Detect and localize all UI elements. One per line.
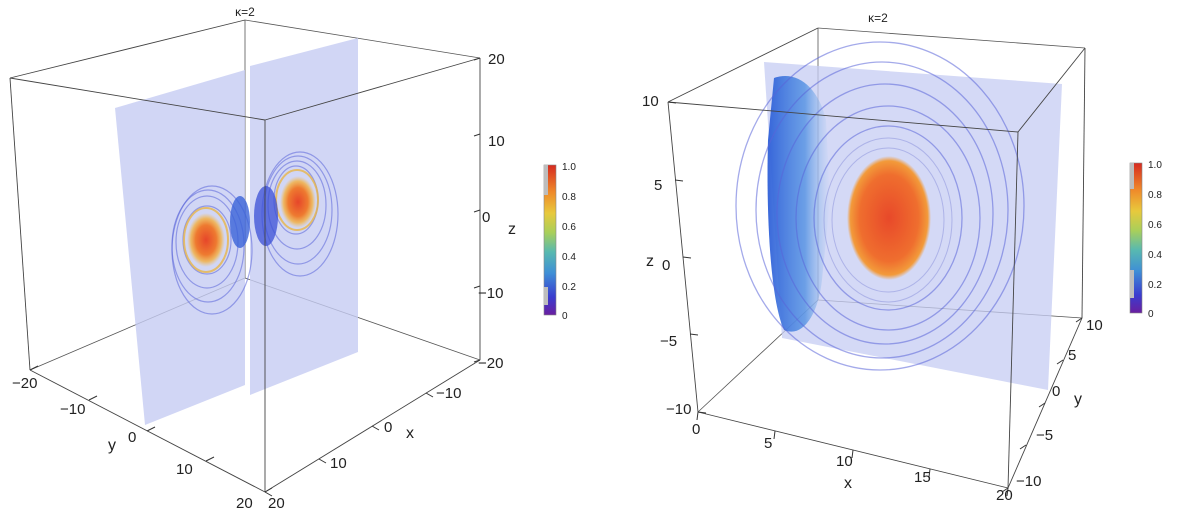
- right-colorbar-tick: 0.2: [1148, 280, 1162, 291]
- right-title: κ=2: [868, 11, 888, 25]
- left-colorbar-tick: 0.8: [562, 192, 576, 203]
- right-colorbar-tick: 0.8: [1148, 190, 1162, 201]
- right-z-tick-label: −10: [666, 401, 691, 418]
- left-blue-lobe-b: [254, 186, 278, 246]
- left-x-tick-label: 0: [384, 419, 392, 436]
- right-y-tick-label: 5: [1068, 347, 1076, 364]
- right-z-ticks: [667, 101, 707, 414]
- left-y-tick-label: 20: [236, 495, 253, 512]
- left-blue-lobe-a: [230, 196, 250, 248]
- left-z-tick-label: 10: [488, 133, 505, 150]
- right-inner-rings: [823, 137, 953, 303]
- left-x-tick-label: 20: [268, 495, 285, 512]
- right-colorbar-tick: 0.4: [1148, 250, 1162, 261]
- left-z-tick-label: −20: [478, 355, 503, 372]
- left-colorbar-tick: 0: [562, 311, 568, 322]
- right-z-tick-label: −5: [660, 333, 677, 350]
- right-blue-wall: [767, 75, 830, 332]
- left-z-axis-label: z: [508, 221, 516, 238]
- left-y-tick-label: −10: [60, 401, 85, 418]
- right-colorbar-tick: 0: [1148, 309, 1154, 320]
- right-z-axis-label: z: [646, 253, 654, 270]
- left-z-tick-label: −10: [478, 285, 503, 302]
- right-y-tick-label: 10: [1086, 317, 1103, 334]
- left-colorbar-tick: 0.4: [562, 252, 576, 263]
- left-z-ticks: [473, 57, 481, 363]
- right-y-tick-label: −5: [1036, 427, 1053, 444]
- left-colorbar-tick: 0.6: [562, 222, 576, 233]
- panel-left: κ=2: [9, 5, 576, 512]
- left-slice-plane-a: [115, 70, 245, 425]
- right-z-tick-label: 5: [654, 177, 662, 194]
- right-x-tick-label: 5: [764, 435, 772, 452]
- left-x-tick-label: 10: [330, 455, 347, 472]
- right-z-tick-label: 10: [642, 93, 659, 110]
- left-y-tick-label: −20: [12, 375, 37, 392]
- left-title: κ=2: [235, 5, 255, 19]
- right-x-tick-label: 20: [996, 487, 1013, 504]
- right-z-tick-label: 0: [662, 257, 670, 274]
- right-y-ticks: [1001, 317, 1083, 493]
- left-colorbar-tick: 0.2: [562, 282, 576, 293]
- right-x-tick-label: 15: [914, 469, 931, 486]
- left-colorbar-tick: 1.0: [562, 162, 576, 173]
- left-y-axis-label: y: [108, 437, 116, 454]
- panel-right: κ=2: [642, 11, 1162, 504]
- left-y-tick-label: 0: [128, 429, 136, 446]
- right-contours: [735, 41, 1025, 371]
- right-x-axis-label: x: [844, 475, 852, 492]
- right-y-tick-label: 0: [1052, 383, 1060, 400]
- right-colorbar: 1.0 0.8 0.6 0.4 0.2 0: [1129, 160, 1162, 320]
- left-hotspot-b: [280, 176, 316, 228]
- left-y-ticks: [29, 365, 273, 493]
- left-y-tick-label: 10: [176, 461, 193, 478]
- right-y-tick-label: −10: [1016, 473, 1041, 490]
- right-y-axis-label: y: [1074, 391, 1082, 408]
- left-colorbar: 1.0 0.8 0.6 0.4 0.2 0: [543, 162, 576, 322]
- left-hotspot-a: [187, 213, 225, 267]
- right-hotspot: [847, 156, 931, 280]
- left-x-ticks: [264, 392, 434, 497]
- right-colorbar-tick: 1.0: [1148, 160, 1162, 171]
- left-z-tick-label: 0: [482, 209, 490, 226]
- right-x-tick-label: 10: [836, 453, 853, 470]
- right-x-ticks: [696, 411, 1009, 497]
- right-x-tick-label: 0: [692, 421, 700, 438]
- right-colorbar-tick: 0.6: [1148, 220, 1162, 231]
- left-x-tick-label: −10: [436, 385, 461, 402]
- left-x-axis-label: x: [406, 425, 414, 442]
- left-z-tick-label: 20: [488, 51, 505, 68]
